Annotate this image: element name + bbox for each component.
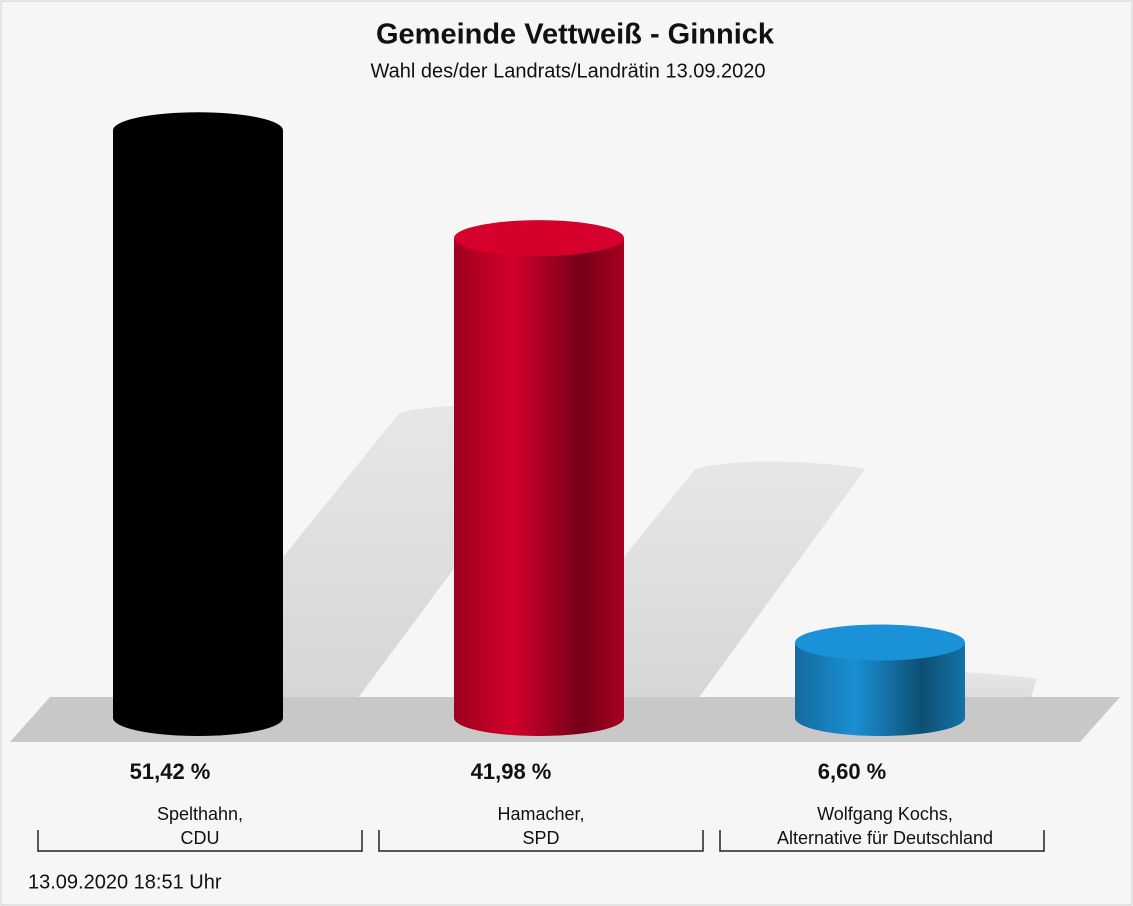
x-tick-label: SPD — [522, 828, 559, 848]
x-tick-label: Hamacher, — [497, 804, 584, 824]
bar — [454, 220, 624, 737]
bar — [795, 624, 965, 736]
bar-top — [113, 112, 283, 149]
bar — [113, 112, 283, 736]
bar-top — [454, 220, 624, 257]
chart-title: Gemeinde Vettweiß - Ginnick — [376, 19, 775, 51]
bar-body — [795, 642, 965, 736]
value-label: 6,60 % — [818, 759, 887, 784]
bar-body — [454, 238, 624, 737]
x-tick-label: CDU — [181, 828, 220, 848]
value-label: 51,42 % — [130, 759, 211, 784]
value-label: 41,98 % — [471, 759, 552, 784]
bar-body — [113, 130, 283, 736]
x-tick-label: Spelthahn, — [157, 804, 243, 824]
chart-subtitle: Wahl des/der Landrats/Landrätin 13.09.20… — [370, 60, 765, 82]
category-bracket — [37, 830, 363, 852]
x-tick-label: Alternative für Deutschland — [777, 828, 993, 848]
footer: 13.09.2020 18:51 Uhr — [28, 871, 222, 893]
x-tick-label: Wolfgang Kochs, — [817, 804, 953, 824]
category-bracket — [719, 830, 1045, 852]
bar-top — [795, 624, 965, 661]
category-bracket — [378, 830, 704, 852]
